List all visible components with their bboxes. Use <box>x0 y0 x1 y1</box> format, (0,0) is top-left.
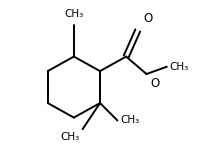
Text: CH₃: CH₃ <box>60 132 80 142</box>
Text: CH₃: CH₃ <box>170 62 189 72</box>
Text: O: O <box>151 77 160 90</box>
Text: CH₃: CH₃ <box>120 115 140 126</box>
Text: CH₃: CH₃ <box>64 9 84 19</box>
Text: O: O <box>144 12 153 25</box>
